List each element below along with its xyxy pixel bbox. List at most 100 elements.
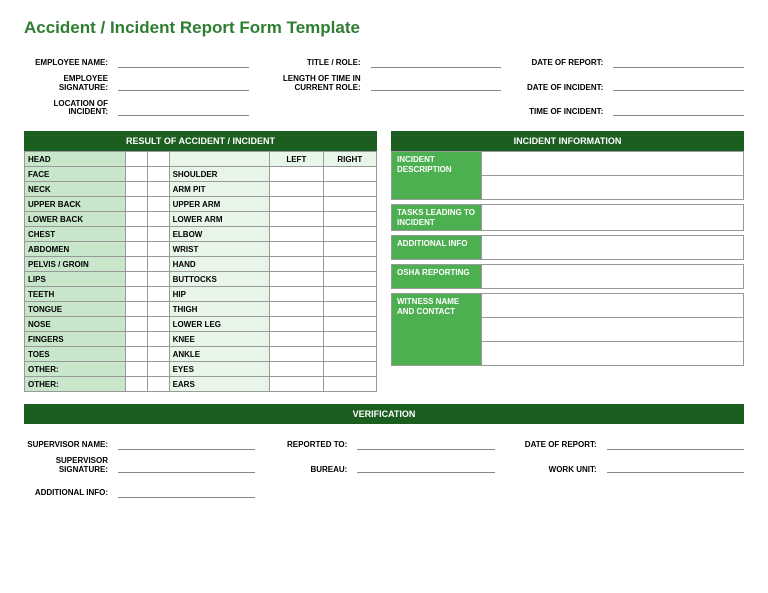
check-cell[interactable] [147,212,169,227]
check-cell[interactable] [270,182,323,197]
check-cell[interactable] [125,272,147,287]
field-reported-to[interactable] [357,434,494,450]
field-location[interactable] [118,100,249,116]
field-length-time[interactable] [371,75,502,91]
check-cell[interactable] [270,362,323,377]
field-additional-info[interactable] [118,482,255,498]
info-panel: INCIDENT INFORMATION INCIDENT DESCRIPTIO… [391,131,744,392]
check-cell[interactable] [147,167,169,182]
field-date-report[interactable] [613,52,744,68]
check-cell[interactable] [323,302,376,317]
check-cell[interactable] [147,242,169,257]
check-cell[interactable] [323,377,376,392]
info-row: WITNESS NAME AND CONTACT [392,294,744,318]
check-cell[interactable] [147,302,169,317]
check-cell[interactable] [323,212,376,227]
check-cell[interactable] [270,167,323,182]
check-cell[interactable] [147,152,169,167]
check-cell[interactable] [125,317,147,332]
check-cell[interactable] [323,167,376,182]
check-cell[interactable] [125,257,147,272]
check-cell[interactable] [125,332,147,347]
check-cell[interactable] [323,362,376,377]
body-part-right: KNEE [169,332,270,347]
check-cell[interactable] [147,257,169,272]
field-bureau[interactable] [357,457,494,473]
table-row: TOESANKLE [25,347,377,362]
check-cell[interactable] [147,332,169,347]
field-supervisor-name[interactable] [118,434,255,450]
field-employee-sig[interactable] [118,75,249,91]
info-field[interactable] [482,342,744,366]
check-cell[interactable] [125,227,147,242]
check-cell[interactable] [125,152,147,167]
check-cell[interactable] [323,257,376,272]
body-part-right [169,152,270,167]
result-panel: RESULT OF ACCIDENT / INCIDENT HEADLEFTRI… [24,131,377,392]
check-cell[interactable] [323,182,376,197]
check-cell[interactable] [270,272,323,287]
check-cell[interactable] [125,377,147,392]
check-cell[interactable] [323,197,376,212]
body-part-left: CHEST [25,227,126,242]
check-cell[interactable] [147,272,169,287]
field-title-role[interactable] [371,52,502,68]
check-cell[interactable] [323,317,376,332]
check-cell[interactable] [147,317,169,332]
header-fields: EMPLOYEE NAME: TITLE / ROLE: DATE OF REP… [24,52,744,117]
info-field[interactable] [482,236,744,260]
info-field[interactable] [482,205,744,231]
check-cell[interactable] [323,227,376,242]
check-cell[interactable] [125,302,147,317]
check-cell[interactable] [270,197,323,212]
field-supervisor-sig[interactable] [118,457,255,473]
check-cell[interactable] [147,362,169,377]
check-cell[interactable] [147,347,169,362]
info-field[interactable] [482,265,744,289]
field-time-incident[interactable] [613,100,744,116]
check-cell[interactable] [270,302,323,317]
check-cell[interactable] [147,197,169,212]
info-field[interactable] [482,152,744,176]
field-employee-name[interactable] [118,52,249,68]
check-cell[interactable] [270,287,323,302]
info-field[interactable] [482,318,744,342]
table-row: NECKARM PIT [25,182,377,197]
check-cell[interactable] [147,377,169,392]
check-cell[interactable] [125,197,147,212]
field-date-report2[interactable] [607,434,744,450]
info-row: INCIDENT DESCRIPTION [392,152,744,176]
table-row: FINGERSKNEE [25,332,377,347]
field-date-incident[interactable] [613,75,744,91]
check-cell[interactable] [270,227,323,242]
check-cell[interactable] [147,182,169,197]
table-row: HEADLEFTRIGHT [25,152,377,167]
check-cell[interactable] [323,332,376,347]
info-field[interactable] [482,176,744,200]
check-cell[interactable] [147,227,169,242]
check-cell[interactable] [147,287,169,302]
field-work-unit[interactable] [607,457,744,473]
table-row: ABDOMENWRIST [25,242,377,257]
check-cell[interactable] [125,212,147,227]
check-cell[interactable] [323,347,376,362]
body-part-right: ARM PIT [169,182,270,197]
body-part-left: OTHER: [25,362,126,377]
check-cell[interactable] [125,362,147,377]
check-cell[interactable] [270,317,323,332]
check-cell[interactable] [270,332,323,347]
check-cell[interactable] [270,347,323,362]
info-field[interactable] [482,294,744,318]
check-cell[interactable] [323,242,376,257]
check-cell[interactable] [323,287,376,302]
check-cell[interactable] [270,257,323,272]
check-cell[interactable] [125,167,147,182]
check-cell[interactable] [125,182,147,197]
check-cell[interactable] [323,272,376,287]
check-cell[interactable] [125,287,147,302]
check-cell[interactable] [270,242,323,257]
check-cell[interactable] [270,212,323,227]
check-cell[interactable] [270,377,323,392]
check-cell[interactable] [125,347,147,362]
check-cell[interactable] [125,242,147,257]
